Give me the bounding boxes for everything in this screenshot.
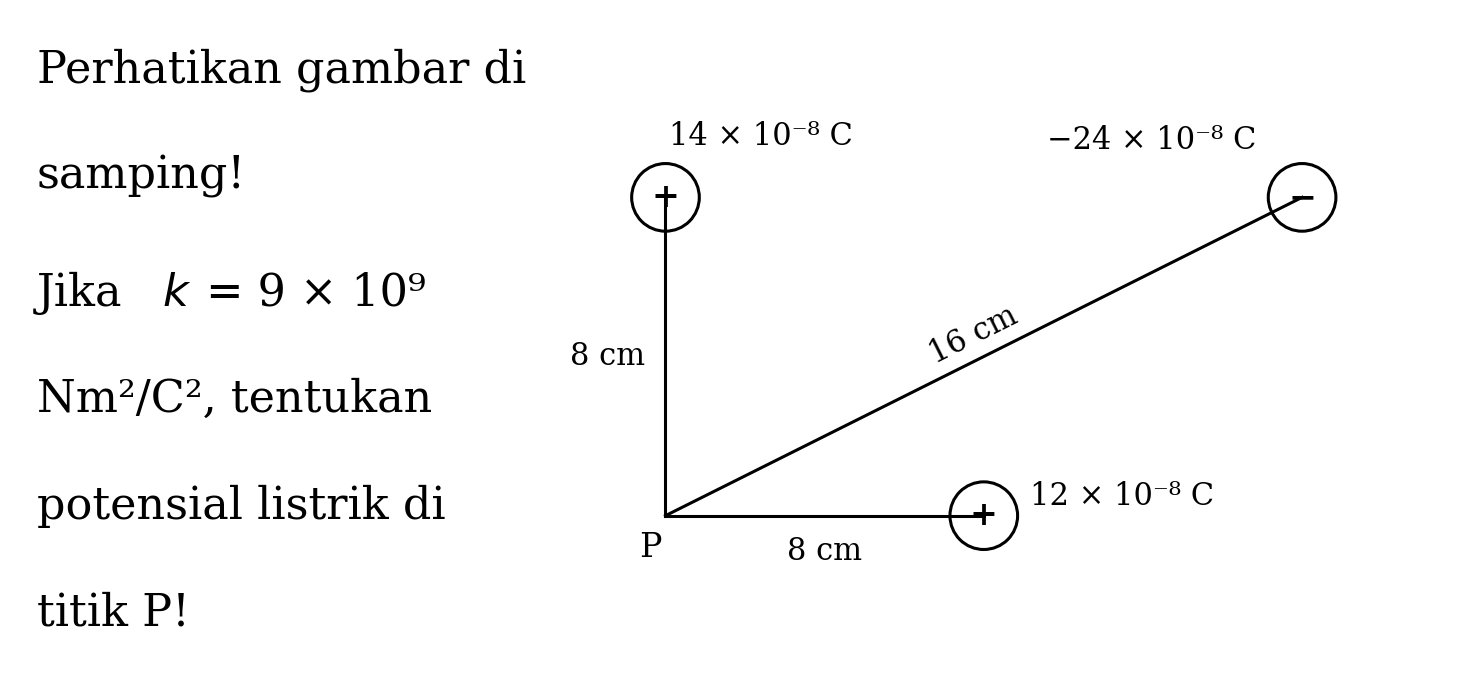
Text: $k$: $k$ [162, 271, 192, 315]
Text: potensial listrik di: potensial listrik di [37, 485, 446, 528]
Text: −24 × 10⁻⁸ C: −24 × 10⁻⁸ C [1046, 124, 1256, 155]
Text: Jika: Jika [37, 271, 136, 315]
Text: +: + [651, 181, 679, 214]
Text: 14 × 10⁻⁸ C: 14 × 10⁻⁸ C [670, 121, 853, 152]
Text: = 9 × 10⁹: = 9 × 10⁹ [192, 271, 425, 315]
Text: samping!: samping! [37, 155, 246, 198]
Text: 8 cm: 8 cm [787, 536, 862, 567]
Text: +: + [970, 499, 998, 532]
Text: 12 × 10⁻⁸ C: 12 × 10⁻⁸ C [1030, 481, 1213, 512]
Text: P: P [639, 532, 661, 563]
Text: 16 cm: 16 cm [924, 300, 1023, 370]
Text: −: − [1289, 181, 1317, 214]
Text: titik P!: titik P! [37, 591, 190, 634]
Text: 8 cm: 8 cm [570, 341, 645, 372]
Text: Nm²/C², tentukan: Nm²/C², tentukan [37, 378, 432, 421]
Text: Perhatikan gambar di: Perhatikan gambar di [37, 48, 525, 92]
